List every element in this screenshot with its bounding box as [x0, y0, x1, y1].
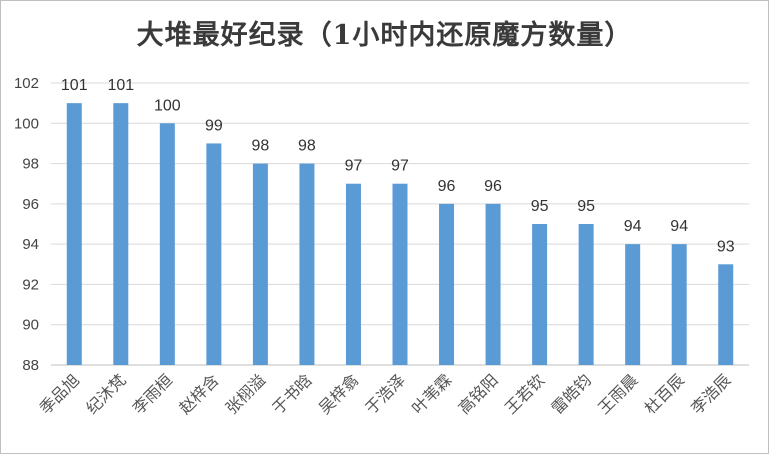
- data-label: 98: [252, 138, 270, 155]
- category-label: 王若钦: [501, 370, 548, 417]
- y-tick-label: 94: [22, 236, 39, 253]
- bar: [485, 203, 501, 365]
- bar: [345, 183, 361, 365]
- data-label: 97: [391, 158, 409, 175]
- bar: [392, 183, 408, 365]
- data-label: 94: [670, 218, 688, 235]
- bars: [66, 103, 734, 366]
- category-label: 杜百辰: [641, 370, 688, 417]
- data-label: 98: [298, 138, 316, 155]
- data-label: 96: [438, 178, 456, 195]
- bar: [718, 264, 734, 365]
- y-tick-label: 102: [14, 75, 39, 92]
- category-label: 于浩泽: [361, 370, 408, 417]
- category-label: 吴梓翕: [315, 370, 362, 417]
- data-label: 95: [531, 198, 549, 215]
- category-label: 于书晗: [268, 370, 315, 417]
- y-tick-label: 90: [22, 317, 39, 334]
- bar: [113, 103, 129, 366]
- category-label: 雷皓钧: [548, 370, 595, 417]
- y-tick-label: 100: [14, 115, 39, 132]
- data-label: 101: [61, 77, 88, 94]
- bar: [578, 224, 594, 365]
- data-label: 101: [107, 77, 134, 94]
- bar: [252, 163, 268, 365]
- bar: [625, 244, 641, 365]
- y-tick-label: 96: [22, 196, 39, 213]
- y-tick-label: 88: [22, 357, 39, 374]
- bar: [66, 103, 82, 366]
- y-tick-label: 92: [22, 276, 39, 293]
- bar: [299, 163, 315, 365]
- bar: [532, 224, 548, 365]
- category-label: 纪沐梵: [82, 370, 129, 417]
- data-label: 95: [577, 198, 595, 215]
- y-tick-label: 98: [22, 156, 39, 173]
- bar: [671, 244, 687, 365]
- chart-title: 大堆最好纪录（1小时内还原魔方数量）: [136, 20, 633, 51]
- data-label: 93: [717, 238, 735, 255]
- category-label: 王雨晨: [594, 370, 641, 417]
- category-label: 赵梓含: [175, 370, 222, 417]
- data-label: 99: [205, 117, 223, 134]
- x-axis-labels: 季品旭 纪沐梵 李雨桓 赵梓含 张栩溢 于书晗 吴梓翕 于浩泽 叶苇霖 高铭阳 王若钦 雷皓钧 王雨晨杜…: [36, 370, 735, 417]
- data-label: 100: [154, 97, 181, 114]
- category-label: 季品旭: [36, 370, 83, 417]
- data-label: 96: [484, 178, 502, 195]
- category-label: 叶苇霖: [408, 370, 455, 417]
- data-label: 94: [624, 218, 642, 235]
- category-label: 李雨桓: [129, 370, 176, 417]
- category-label: 高铭阳: [455, 370, 502, 417]
- bar: [439, 203, 455, 365]
- bar: [206, 143, 222, 365]
- data-labels: 101 101 100 99 98 98 97 97 96 96 95 95 94 94 93: [61, 77, 735, 255]
- y-axis-ticks: 88 90 92 94 96 98 100 102: [14, 75, 39, 374]
- data-label: 97: [345, 158, 363, 175]
- bar: [159, 123, 175, 366]
- category-label: 张栩溢: [222, 370, 269, 417]
- category-label: 李浩辰: [687, 370, 734, 417]
